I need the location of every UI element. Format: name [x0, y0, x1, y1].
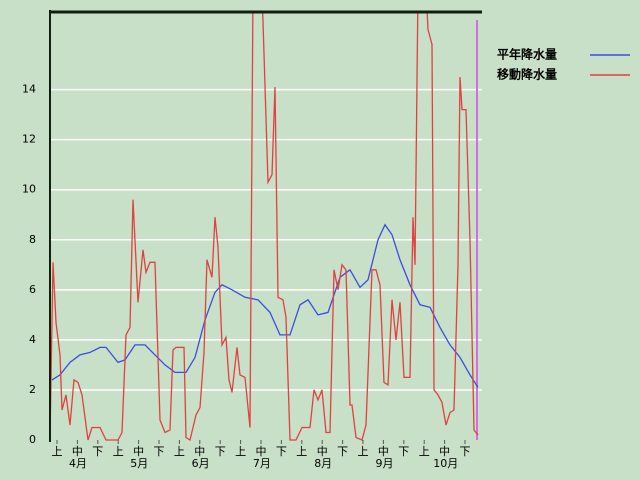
x-tick-label: 中	[317, 445, 328, 458]
y-tick-label: 2	[29, 383, 36, 396]
month-label: 9月	[376, 457, 394, 470]
x-tick-label: 上	[174, 445, 185, 458]
y-tick-label: 6	[29, 283, 36, 296]
x-tick-label: 中	[72, 445, 83, 458]
x-tick-label: 下	[92, 445, 103, 458]
x-tick-label: 下	[154, 445, 165, 458]
x-tick-label: 中	[194, 445, 205, 458]
x-tick-label: 上	[52, 445, 63, 458]
month-label: 5月	[130, 457, 148, 470]
x-tick-label: 中	[439, 445, 450, 458]
x-tick-label: 中	[133, 445, 144, 458]
x-tick-label: 下	[215, 445, 226, 458]
y-tick-label: 12	[22, 133, 36, 146]
x-tick-label: 中	[256, 445, 267, 458]
x-tick-label: 上	[113, 445, 124, 458]
legend-label: 移動降水量	[497, 67, 557, 82]
y-tick-label: 8	[29, 233, 36, 246]
y-tick-label: 4	[29, 333, 36, 346]
x-tick-label: 上	[358, 445, 369, 458]
y-tick-label: 14	[22, 83, 36, 96]
x-tick-label: 下	[460, 445, 471, 458]
month-label: 6月	[192, 457, 210, 470]
month-label: 7月	[253, 457, 271, 470]
series-line	[50, 12, 479, 442]
x-tick-label: 下	[276, 445, 287, 458]
series-line	[51, 223, 479, 388]
x-tick-label: 上	[235, 445, 246, 458]
x-tick-label: 下	[398, 445, 409, 458]
x-tick-label: 下	[337, 445, 348, 458]
month-label: 8月	[314, 457, 332, 470]
y-tick-label: 10	[22, 183, 36, 196]
month-label: 10月	[433, 457, 458, 470]
month-label: 4月	[69, 457, 87, 470]
x-tick-label: 上	[419, 445, 430, 458]
y-tick-label: 0	[29, 433, 36, 446]
x-tick-label: 上	[296, 445, 307, 458]
legend-label: 平年降水量	[497, 47, 557, 62]
x-tick-label: 中	[378, 445, 389, 458]
